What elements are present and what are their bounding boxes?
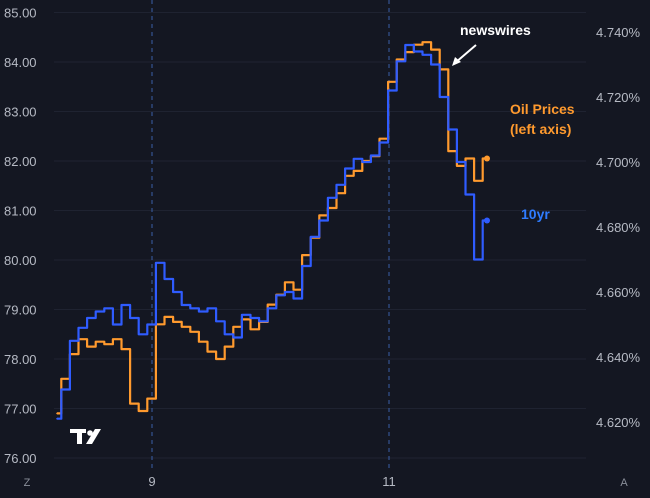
- oil-last-marker: [484, 155, 490, 162]
- newswires-arrow-icon: [452, 44, 477, 66]
- x-tick-label: 9: [148, 474, 155, 489]
- newswires-annotation: newswires: [460, 22, 531, 38]
- right-tick-label: 4.680%: [596, 220, 641, 235]
- tenyr-legend-label: 10yr: [521, 206, 550, 222]
- left-corner-label: Z: [24, 477, 31, 489]
- x-tick-label: 11: [382, 474, 396, 489]
- left-tick-label: 83.00: [4, 105, 37, 120]
- left-tick-label: 85.00: [4, 6, 37, 21]
- left-tick-label: 77.00: [4, 402, 37, 417]
- left-tick-label: 84.00: [4, 55, 37, 70]
- left-tick-label: 80.00: [4, 253, 37, 268]
- right-tick-label: 4.700%: [596, 155, 641, 170]
- axis-tick-labels: 76.00 77.00 78.00 79.00 80.00 81.00 82.00 83.00…: [4, 6, 641, 490]
- series-lines: [56, 41, 490, 420]
- left-tick-label: 76.00: [4, 451, 37, 466]
- left-tick-label: 81.00: [4, 204, 37, 219]
- oil-legend-line-2: (left axis): [510, 121, 571, 137]
- right-tick-label: 4.740%: [596, 25, 641, 40]
- left-tick-label: 82.00: [4, 154, 37, 169]
- left-tick-label: 79.00: [4, 303, 37, 318]
- right-tick-label: 4.640%: [596, 350, 641, 365]
- tradingview-logo-icon: [70, 429, 101, 444]
- tenyr-last-marker: [484, 217, 490, 224]
- right-tick-label: 4.620%: [596, 415, 641, 430]
- right-tick-label: 4.660%: [596, 285, 641, 300]
- oil-legend-line-1: Oil Prices: [510, 101, 575, 117]
- gridlines: [54, 0, 586, 468]
- left-tick-label: 78.00: [4, 352, 37, 367]
- right-corner-label: A: [620, 477, 628, 489]
- tenyr-line: [57, 43, 487, 420]
- right-tick-label: 4.720%: [596, 90, 641, 105]
